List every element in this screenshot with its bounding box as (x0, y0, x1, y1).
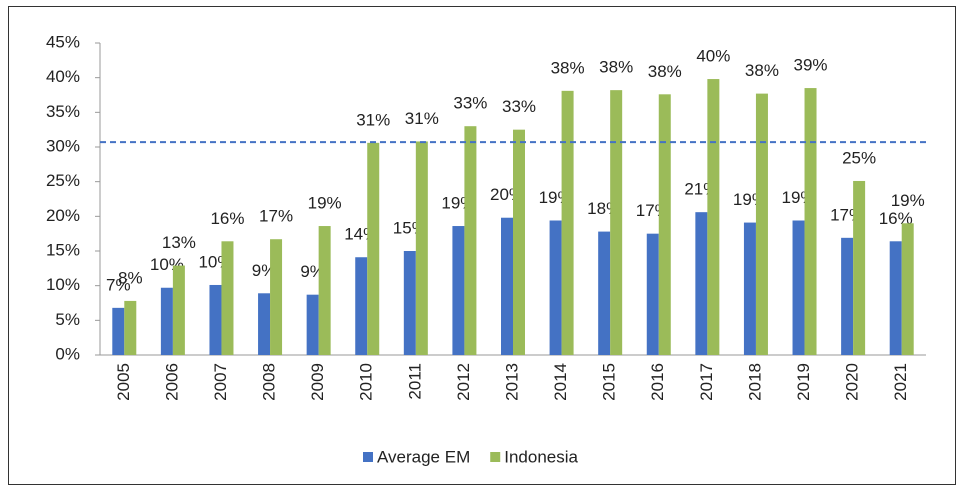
x-tick-label: 2009 (308, 363, 327, 401)
bar (549, 220, 562, 355)
bar (743, 222, 756, 355)
bar (367, 142, 380, 355)
legend-label: Average EM (377, 447, 470, 466)
x-tick-label: 2019 (794, 363, 813, 401)
bar (258, 293, 271, 355)
bar (658, 94, 671, 355)
data-label: 13% (162, 233, 196, 252)
bar (561, 90, 574, 355)
bar (270, 239, 283, 355)
bar (318, 226, 331, 355)
bar (355, 257, 368, 355)
x-tick-label: 2011 (405, 363, 424, 400)
data-label: 38% (745, 61, 779, 80)
x-tick-label: 2020 (843, 363, 862, 401)
x-tick-label: 2017 (697, 363, 716, 401)
x-tick-label: 2021 (891, 363, 910, 401)
bar (646, 233, 659, 355)
y-tick-label: 45% (46, 32, 80, 51)
y-tick-label: 35% (46, 102, 80, 121)
y-tick-label: 0% (55, 344, 80, 363)
x-tick-label: 2013 (502, 363, 521, 401)
x-tick-label: 2006 (162, 363, 181, 401)
x-tick-label: 2012 (454, 363, 473, 401)
data-label: 31% (405, 109, 439, 128)
bar (755, 93, 768, 355)
x-tick-label: 2005 (114, 363, 133, 401)
bar (841, 237, 854, 355)
bar (513, 129, 525, 355)
x-tick-label: 2008 (260, 363, 279, 401)
data-label: 38% (551, 58, 585, 77)
data-label: 31% (356, 110, 390, 129)
data-label: 38% (648, 62, 682, 81)
bar (464, 126, 477, 355)
legend-label: Indonesia (504, 447, 578, 466)
bar (415, 141, 428, 355)
bar (792, 220, 805, 355)
frame (8, 6, 956, 485)
bar (112, 307, 125, 355)
x-tick-label: 2014 (551, 363, 570, 401)
bar (403, 251, 416, 355)
data-label: 33% (453, 94, 487, 113)
y-tick-label: 30% (46, 136, 80, 155)
bar (598, 231, 611, 355)
data-label: 25% (842, 148, 876, 167)
y-tick-label: 20% (46, 206, 80, 225)
bar (124, 300, 137, 355)
x-tick-label: 2015 (600, 363, 619, 401)
data-label: 7% (106, 275, 131, 294)
x-tick-label: 2018 (745, 363, 764, 401)
x-tick-label: 2007 (211, 363, 230, 401)
bar (209, 284, 222, 355)
x-tick-label: 2016 (648, 363, 667, 401)
bar (707, 79, 720, 355)
data-label: 40% (696, 47, 730, 66)
bar (695, 212, 708, 355)
bar (804, 88, 817, 356)
data-label: 19% (891, 191, 925, 210)
y-tick-label: 10% (46, 275, 80, 294)
bar (901, 223, 914, 355)
data-label: 38% (599, 58, 633, 77)
bar (306, 294, 319, 355)
data-label: 16% (879, 209, 913, 228)
bar (853, 180, 866, 355)
bar (160, 287, 173, 355)
bar (889, 241, 902, 355)
bar (610, 90, 623, 355)
data-label: 16% (210, 209, 244, 228)
bar (452, 226, 465, 355)
data-label: 19% (308, 194, 342, 213)
bar (221, 241, 234, 355)
y-tick-label: 15% (46, 240, 80, 259)
data-label: 17% (259, 207, 293, 226)
data-label: 39% (794, 56, 828, 75)
x-tick-label: 2010 (357, 363, 376, 401)
legend-swatch (490, 452, 501, 462)
y-tick-label: 5% (55, 310, 80, 329)
legend-swatch (363, 452, 373, 462)
y-tick-label: 40% (46, 67, 80, 86)
y-tick-label: 25% (46, 171, 80, 190)
bar (501, 217, 513, 355)
data-label: 33% (502, 97, 536, 116)
data-label: 8% (118, 268, 143, 287)
bar (172, 265, 185, 355)
